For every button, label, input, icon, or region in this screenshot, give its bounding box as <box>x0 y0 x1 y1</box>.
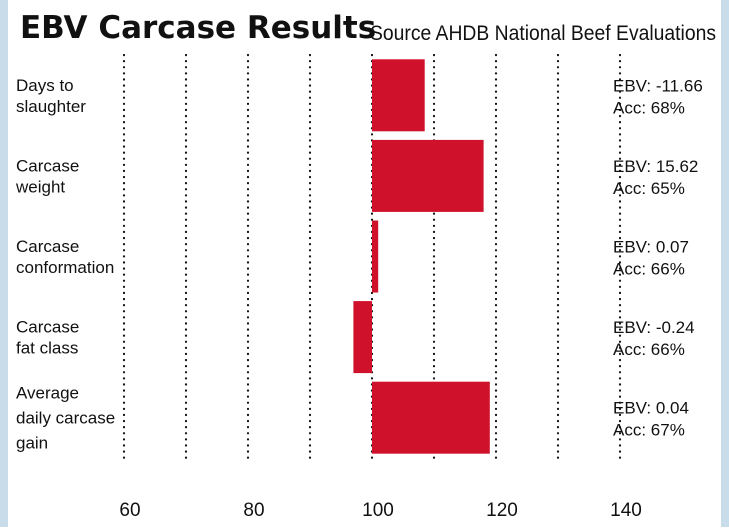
y-tick-label: daily carcase <box>16 409 115 428</box>
chart-subtitle: Source AHDB National Beef Evaluations <box>370 22 716 45</box>
acc-label: Acc: 68% <box>613 98 685 117</box>
y-tick-label: conformation <box>16 258 114 277</box>
y-tick-label: weight <box>15 177 65 196</box>
y-tick-label: gain <box>16 434 48 453</box>
y-tick-label: fat class <box>16 339 78 358</box>
y-tick-label: Days to <box>16 76 74 95</box>
bar <box>353 301 372 374</box>
x-tick-label: 120 <box>486 500 518 521</box>
bar <box>372 220 379 293</box>
acc-label: Acc: 66% <box>613 340 685 359</box>
x-tick-label: 140 <box>610 500 642 521</box>
x-tick-label: 60 <box>119 500 140 521</box>
y-tick-label: Carcase <box>16 318 79 337</box>
acc-label: Acc: 67% <box>613 421 685 440</box>
y-tick-label: Carcase <box>16 237 79 256</box>
panel <box>8 0 721 527</box>
bar <box>372 139 484 212</box>
ebv-label: EBV: 15.62 <box>613 157 698 176</box>
acc-label: Acc: 66% <box>613 260 685 279</box>
ebv-label: EBV: -0.24 <box>613 318 695 337</box>
ebv-label: EBV: 0.07 <box>613 238 689 257</box>
x-tick-label: 100 <box>362 500 394 521</box>
ebv-label: EBV: -11.66 <box>613 76 703 95</box>
chart-title: EBV Carcase Results <box>20 10 376 46</box>
y-tick-label: Average <box>16 384 79 403</box>
ebv-label: EBV: 0.04 <box>613 399 689 418</box>
bar <box>372 381 490 454</box>
acc-label: Acc: 65% <box>613 179 685 198</box>
y-tick-label: slaughter <box>16 97 86 116</box>
y-tick-label: Carcase <box>16 156 79 175</box>
bar <box>372 59 425 132</box>
x-tick-label: 80 <box>243 500 264 521</box>
